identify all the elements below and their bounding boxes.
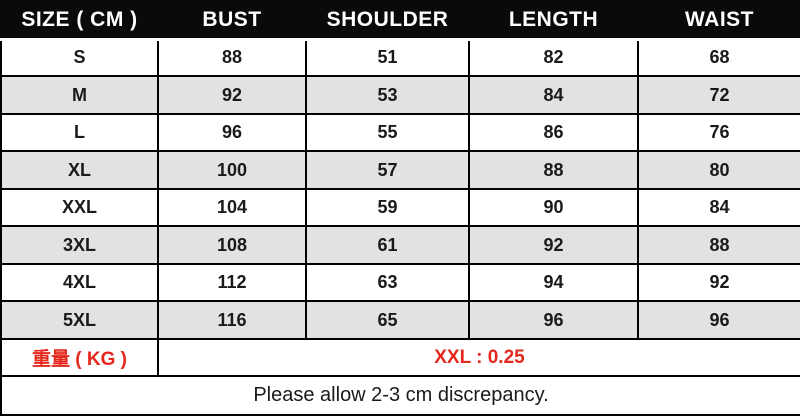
bust-cell: 104 bbox=[157, 187, 307, 228]
length-cell: 92 bbox=[468, 225, 639, 265]
footer-note-cell: Please allow 2-3 cm discrepancy. bbox=[0, 375, 800, 416]
size-cell: XL bbox=[0, 150, 159, 190]
header-bust: BUST bbox=[157, 0, 307, 41]
shoulder-cell: 57 bbox=[305, 150, 470, 190]
shoulder-cell: 63 bbox=[305, 262, 470, 303]
waist-cell: 80 bbox=[637, 150, 800, 190]
size-cell: 3XL bbox=[0, 225, 159, 265]
waist-cell: 76 bbox=[637, 112, 800, 153]
waist-cell: 92 bbox=[637, 262, 800, 303]
weight-label-cell: 重量 ( KG ) bbox=[0, 337, 159, 378]
shoulder-cell: 53 bbox=[305, 75, 470, 115]
table-row-l: L 96 55 86 76 bbox=[0, 112, 800, 153]
length-cell: 96 bbox=[468, 300, 639, 340]
waist-cell: 84 bbox=[637, 187, 800, 228]
bust-cell: 92 bbox=[157, 75, 307, 115]
shoulder-cell: 51 bbox=[305, 37, 470, 78]
table-row-xl: XL 100 57 88 80 bbox=[0, 150, 800, 190]
bust-cell: 96 bbox=[157, 112, 307, 153]
waist-cell: 72 bbox=[637, 75, 800, 115]
waist-cell: 96 bbox=[637, 300, 800, 340]
header-size: SIZE ( CM ) bbox=[0, 0, 159, 41]
header-length: LENGTH bbox=[468, 0, 639, 41]
table-row-3xl: 3XL 108 61 92 88 bbox=[0, 225, 800, 265]
length-cell: 82 bbox=[468, 37, 639, 78]
header-row: SIZE ( CM ) BUST SHOULDER LENGTH WAIST bbox=[0, 0, 800, 41]
header-shoulder: SHOULDER bbox=[305, 0, 470, 41]
size-cell: 4XL bbox=[0, 262, 159, 303]
waist-cell: 88 bbox=[637, 225, 800, 265]
length-cell: 86 bbox=[468, 112, 639, 153]
bust-cell: 108 bbox=[157, 225, 307, 265]
shoulder-cell: 61 bbox=[305, 225, 470, 265]
bust-cell: 100 bbox=[157, 150, 307, 190]
table-row-m: M 92 53 84 72 bbox=[0, 75, 800, 115]
length-cell: 90 bbox=[468, 187, 639, 228]
table-row-5xl: 5XL 116 65 96 96 bbox=[0, 300, 800, 340]
shoulder-cell: 65 bbox=[305, 300, 470, 340]
bust-cell: 112 bbox=[157, 262, 307, 303]
shoulder-cell: 59 bbox=[305, 187, 470, 228]
length-cell: 94 bbox=[468, 262, 639, 303]
table-row-xxl: XXL 104 59 90 84 bbox=[0, 187, 800, 228]
size-cell: 5XL bbox=[0, 300, 159, 340]
table-row-4xl: 4XL 112 63 94 92 bbox=[0, 262, 800, 303]
size-cell: L bbox=[0, 112, 159, 153]
weight-row: 重量 ( KG ) XXL : 0.25 bbox=[0, 337, 800, 378]
bust-cell: 116 bbox=[157, 300, 307, 340]
length-cell: 88 bbox=[468, 150, 639, 190]
footer-row: Please allow 2-3 cm discrepancy. bbox=[0, 375, 800, 416]
size-cell: S bbox=[0, 37, 159, 78]
waist-cell: 68 bbox=[637, 37, 800, 78]
header-waist: WAIST bbox=[637, 0, 800, 41]
shoulder-cell: 55 bbox=[305, 112, 470, 153]
table-row-s: S 88 51 82 68 bbox=[0, 37, 800, 78]
length-cell: 84 bbox=[468, 75, 639, 115]
weight-value-cell: XXL : 0.25 bbox=[157, 337, 800, 378]
size-cell: M bbox=[0, 75, 159, 115]
bust-cell: 88 bbox=[157, 37, 307, 78]
size-cell: XXL bbox=[0, 187, 159, 228]
